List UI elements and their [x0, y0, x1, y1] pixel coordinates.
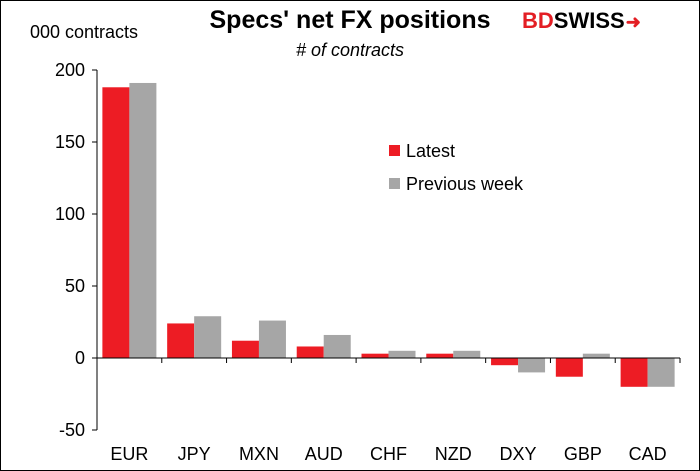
x-category-label: AUD [305, 444, 343, 464]
x-category-label: MXN [239, 444, 279, 464]
bdswiss-logo: BDSWISS➜ [522, 8, 641, 34]
legend-label-latest: Latest [406, 141, 455, 161]
legend-swatch-previous [389, 178, 400, 189]
bar-latest-chf [361, 353, 389, 358]
logo-swiss-text: SWISS [553, 8, 625, 33]
bar-previous-eur [129, 82, 157, 359]
bar-previous-chf [388, 350, 416, 358]
legend-swatch-latest [389, 145, 400, 156]
bar-latest-eur [102, 87, 130, 358]
bar-latest-jpy [167, 323, 195, 358]
bar-previous-gbp [582, 353, 610, 358]
bar-latest-nzd [426, 353, 454, 358]
chart-subtitle: # of contracts [295, 40, 405, 60]
bar-previous-cad [647, 358, 675, 387]
x-category-label: EUR [110, 444, 148, 464]
bar-previous-nzd [453, 350, 481, 358]
legend: Latest Previous week [389, 141, 524, 194]
x-category-label: CHF [370, 444, 407, 464]
logo-bd-text: BD [522, 8, 554, 33]
bar-latest-mxn [231, 340, 259, 358]
y-tick-label: 100 [55, 204, 85, 224]
x-category-label: CAD [629, 444, 667, 464]
y-axis-unit-label: 000 contracts [30, 22, 139, 42]
bar-previous-jpy [194, 316, 222, 358]
bar-latest-aud [296, 346, 324, 358]
bar-latest-cad [620, 358, 648, 387]
y-tick-label: 150 [55, 132, 85, 152]
bar-previous-mxn [258, 320, 286, 358]
x-category-label: JPY [178, 444, 211, 464]
y-tick-label: 200 [55, 60, 85, 80]
chart-title: Specs' net FX positions [209, 6, 491, 34]
axes-group: -50 0 50 100 150 200 EUR JPY MXN AUD CHF NZD DXY GBP C… [55, 60, 681, 464]
x-category-label: NZD [435, 444, 472, 464]
x-category-label: DXY [500, 444, 537, 464]
legend-label-previous: Previous week [406, 174, 524, 194]
y-tick-label: -50 [59, 420, 85, 440]
y-tick-label: 50 [65, 276, 85, 296]
bar-previous-dxy [518, 358, 546, 373]
bar-previous-aud [323, 334, 351, 358]
bars-group [102, 82, 675, 387]
logo-arrow-icon: ➜ [625, 12, 641, 32]
y-tick-label: 0 [75, 348, 85, 368]
bar-latest-dxy [491, 358, 519, 366]
x-category-label: GBP [564, 444, 602, 464]
bar-latest-gbp [555, 358, 583, 377]
